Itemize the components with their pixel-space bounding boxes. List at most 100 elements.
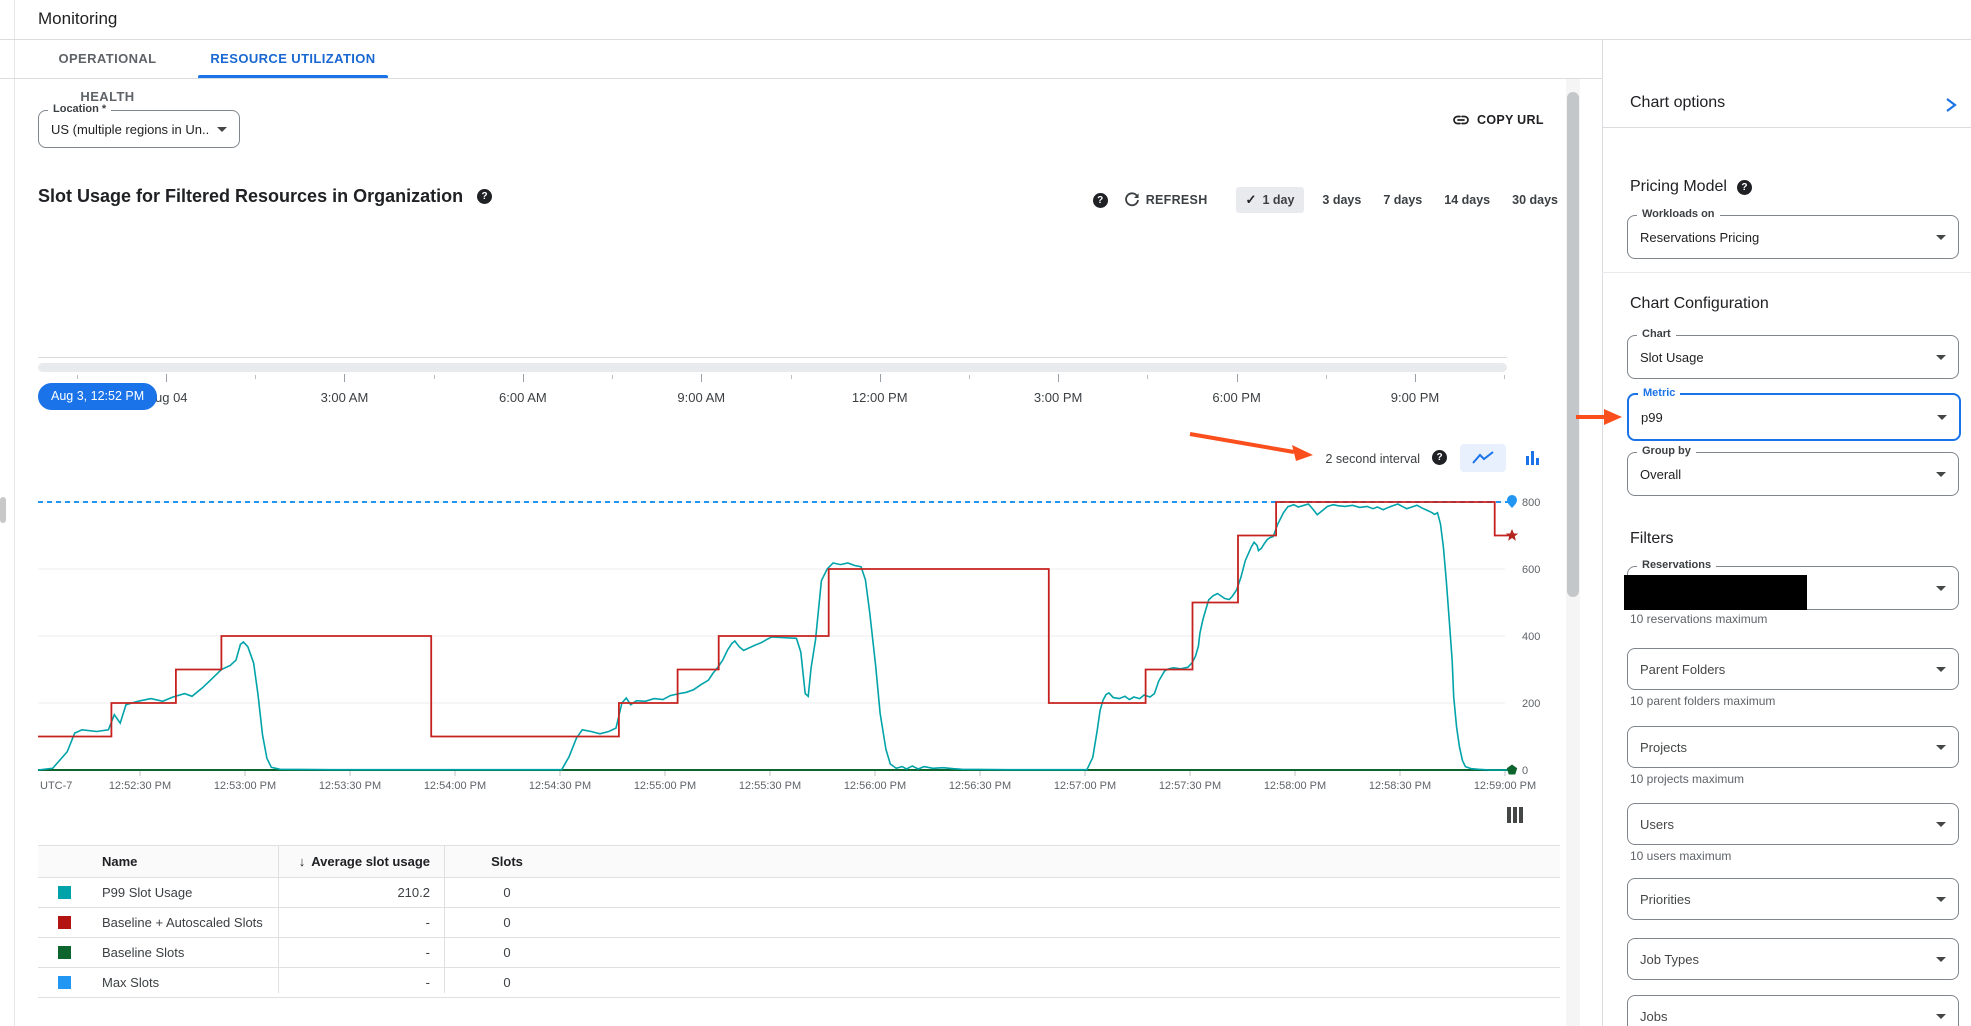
- header-divider: [0, 39, 1971, 40]
- pricing-model-help-icon[interactable]: ?: [1736, 179, 1752, 195]
- timeline-tick: [1415, 374, 1416, 382]
- timeline-label-9-00-am: 9:00 AM: [677, 390, 726, 405]
- timeline-brush-bar[interactable]: [38, 363, 1507, 372]
- row-avg-cell: -: [425, 945, 430, 960]
- row-swatch-cell: [38, 968, 90, 997]
- bar-chart-toggle[interactable]: [1518, 446, 1548, 470]
- svg-text:0: 0: [1522, 765, 1528, 777]
- chart-title-help-icon[interactable]: ?: [477, 189, 493, 204]
- chevron-down-icon: [1936, 957, 1946, 962]
- column-header-name[interactable]: Name: [102, 854, 138, 869]
- left-nav-edge-divider: [14, 0, 15, 1026]
- svg-text:12:57:00 PM: 12:57:00 PM: [1054, 780, 1116, 792]
- metric-select[interactable]: Metric p99: [1627, 387, 1961, 441]
- filter-parent-folders-select[interactable]: Parent Folders: [1627, 648, 1959, 690]
- filter-field-placeholder: Users: [1640, 816, 1674, 832]
- column-header-average[interactable]: ↓ Average slot usage: [298, 854, 430, 869]
- interval-help-icon[interactable]: ?: [1432, 450, 1447, 465]
- range-button-30-days[interactable]: 30 days: [1508, 187, 1562, 213]
- chart-select[interactable]: Chart Slot Usage: [1627, 328, 1959, 379]
- column-header-slots[interactable]: Slots: [491, 854, 523, 869]
- range-label: 14 days: [1444, 193, 1491, 207]
- chart-controls-help-icon[interactable]: ?: [1092, 192, 1108, 208]
- tab-resource-utilization[interactable]: RESOURCE UTILIZATION: [210, 51, 376, 66]
- refresh-label: REFRESH: [1145, 193, 1208, 207]
- range-button-1-day[interactable]: ✓ 1 day: [1235, 187, 1305, 213]
- filter-hint: 10 users maximum: [1630, 849, 1732, 863]
- timeline-label-6-00-pm: 6:00 PM: [1212, 390, 1261, 405]
- selected-time-chip[interactable]: Aug 3, 12:52 PM: [38, 383, 158, 410]
- line-chart-toggle[interactable]: [1460, 444, 1506, 472]
- filter-users-select[interactable]: Users: [1627, 803, 1959, 845]
- check-icon: ✓: [1245, 192, 1257, 207]
- timeline-tick: [344, 374, 346, 382]
- svg-text:800: 800: [1522, 497, 1540, 509]
- slot-usage-plot[interactable]: 12:52:30 PM 12:53:00 PM 12:53:30 PM 12:54:0…: [38, 440, 1568, 808]
- svg-text:12:54:00 PM: 12:54:00 PM: [424, 780, 486, 792]
- range-button-7-days[interactable]: 7 days: [1379, 187, 1426, 213]
- link-icon: [1453, 115, 1469, 125]
- filter-jobs-select[interactable]: Jobs: [1627, 995, 1959, 1026]
- row-swatch-cell: [38, 878, 90, 907]
- table-row-max-slots[interactable]: Max Slots - 0: [38, 968, 1560, 998]
- filter-projects-select[interactable]: Projects: [1627, 726, 1959, 768]
- filter-field-label: Reservations: [1637, 559, 1717, 571]
- chevron-down-icon: [1936, 235, 1946, 240]
- row-swatch-cell: [38, 938, 90, 967]
- table-row-baseline-slots[interactable]: Baseline Slots - 0: [38, 938, 1560, 968]
- copy-url-button[interactable]: COPY URL: [1452, 111, 1544, 129]
- filter-job-types-select[interactable]: Job Types: [1627, 938, 1959, 980]
- table-row-baseline-autoscaled-slots[interactable]: Baseline + Autoscaled Slots - 0: [38, 908, 1560, 938]
- timeline-tick: [166, 374, 167, 382]
- legend-table: Name ↓ Average slot usage Slots P99 Slot…: [38, 845, 1560, 998]
- timeline-tick: [701, 374, 703, 382]
- chart-configuration-heading: Chart Configuration: [1630, 295, 1769, 312]
- column-selector-button[interactable]: [1506, 806, 1524, 829]
- row-name-cell: Max Slots: [102, 975, 160, 990]
- chevron-down-icon: [1937, 415, 1947, 420]
- workloads-on-select[interactable]: Workloads on Reservations Pricing: [1627, 208, 1959, 259]
- refresh-button[interactable]: REFRESH: [1124, 192, 1208, 208]
- chart-select-label: Chart: [1637, 328, 1676, 340]
- tab-operational-health[interactable]: OPERATIONAL HEALTH: [58, 51, 157, 104]
- range-buttons: ✓ 1 day 3 days 7 days 14 days 30 days: [1235, 187, 1562, 213]
- pricing-model-heading: Pricing Model ?: [1630, 178, 1752, 196]
- range-label: 3 days: [1322, 193, 1362, 207]
- range-button-14-days[interactable]: 14 days: [1440, 187, 1494, 213]
- range-label: 1 day: [1262, 193, 1295, 207]
- svg-text:UTC-7: UTC-7: [40, 780, 72, 792]
- collapse-panel-chevron-icon[interactable]: [1944, 97, 1958, 113]
- refresh-icon: [1124, 192, 1139, 207]
- filter-priorities-select[interactable]: Priorities: [1627, 878, 1959, 920]
- timeline-label-9-00-pm: 9:00 PM: [1390, 390, 1440, 405]
- chart-title: Slot Usage for Filtered Resources in Org…: [38, 186, 464, 206]
- timeline-tick: [879, 374, 881, 382]
- group-by-select[interactable]: Group by Overall: [1627, 445, 1959, 496]
- filter-reservations-select[interactable]: Reservations: [1624, 559, 1959, 610]
- legend-table-header: Name ↓ Average slot usage Slots: [38, 846, 1560, 878]
- timeline-tick: [522, 374, 524, 382]
- svg-text:12:58:00 PM: 12:58:00 PM: [1264, 780, 1326, 792]
- series-color-swatch: [57, 976, 71, 989]
- timeline-tick: [1504, 375, 1506, 379]
- series-color-swatch: [57, 946, 71, 959]
- location-select[interactable]: Location * US (multiple regions in Un...: [38, 103, 240, 148]
- svg-text:12:53:30 PM: 12:53:30 PM: [319, 780, 381, 792]
- table-row-p99-slot-usage[interactable]: P99 Slot Usage 210.2 0: [38, 878, 1560, 908]
- timeline-tick: [255, 375, 257, 379]
- range-button-3-days[interactable]: 3 days: [1318, 187, 1365, 213]
- table-column-divider: [444, 846, 445, 993]
- location-value: US (multiple regions in Un...: [51, 121, 209, 137]
- filter-field-placeholder: Priorities: [1640, 891, 1691, 907]
- svg-text:600: 600: [1522, 564, 1540, 576]
- page-title: Monitoring: [38, 9, 118, 28]
- timeline-tick: [433, 375, 435, 379]
- svg-text:12:59:00 PM: 12:59:00 PM: [1474, 780, 1536, 792]
- left-scrollbar-thumb[interactable]: [0, 497, 6, 523]
- main-scrollbar-thumb[interactable]: [1567, 92, 1579, 597]
- timeline-tick: [612, 375, 614, 379]
- location-label: Location *: [48, 103, 112, 115]
- chart-controls: ? REFRESH ✓ 1 day 3 days 7 days 14 days 30 da…: [1060, 186, 1562, 214]
- panel-title: Chart options: [1630, 94, 1726, 111]
